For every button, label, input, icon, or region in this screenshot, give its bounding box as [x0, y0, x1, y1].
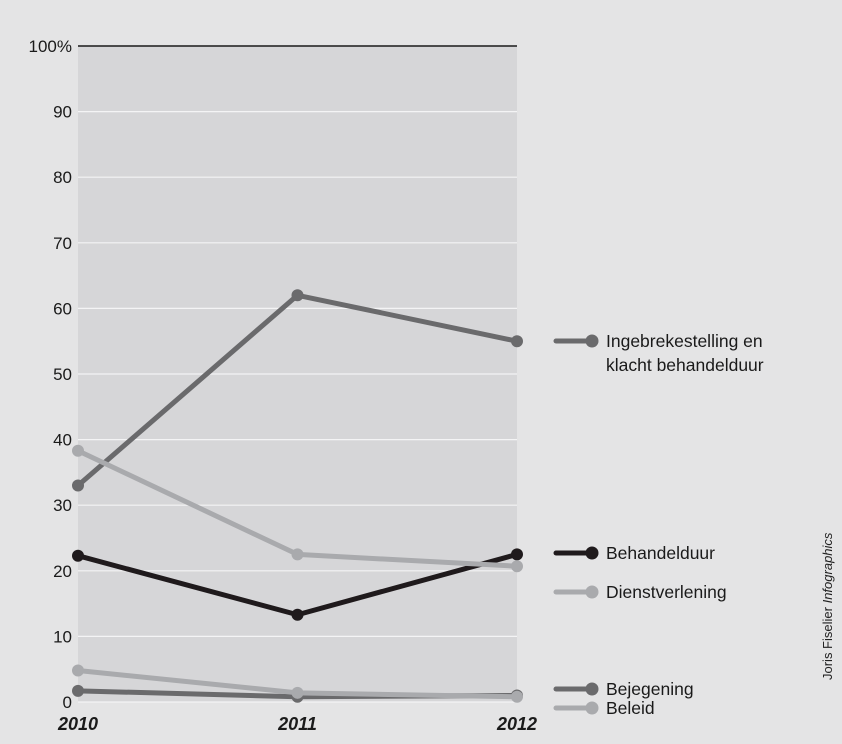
legend-swatch-dot [585, 682, 599, 696]
legend-label: Behandelduur [606, 543, 715, 563]
legend-label: Ingebrekestelling en [606, 331, 763, 351]
credit-author: Joris Fiselier [820, 607, 835, 680]
y-tick-label: 10 [53, 627, 72, 646]
y-tick-label: 60 [53, 299, 72, 318]
data-point [291, 289, 304, 302]
legend-label: Bejegening [606, 679, 694, 699]
legend-swatch-dot [585, 546, 599, 560]
data-point [511, 335, 523, 348]
x-tick-label: 2010 [57, 714, 98, 734]
legend-label: Beleid [606, 698, 655, 718]
credit: Joris Fiselier Infographics [820, 533, 835, 680]
y-tick-label: 80 [53, 168, 72, 187]
x-tick-label: 2012 [496, 714, 537, 734]
data-point [72, 549, 84, 562]
y-tick-label: 50 [53, 365, 72, 384]
y-tick-label: 70 [53, 234, 72, 253]
series-lines [72, 289, 523, 703]
data-point [72, 444, 84, 457]
x-tick-label: 2011 [277, 714, 317, 734]
y-tick-label: 30 [53, 496, 72, 515]
legend: Ingebrekestelling en klacht behandelduur B… [553, 331, 764, 718]
data-point [291, 548, 304, 561]
legend-swatch-dot [585, 585, 599, 599]
data-point [511, 560, 523, 573]
x-axis-ticks: 2010 2011 2012 [57, 714, 537, 734]
data-point [291, 686, 304, 699]
data-point [511, 690, 523, 703]
data-point [72, 664, 84, 677]
legend-swatch-dot [585, 701, 599, 715]
y-axis-ticks: 0 10 20 30 40 50 60 70 80 90 100% [29, 37, 72, 712]
y-tick-label: 0 [63, 693, 72, 712]
y-tick-label: 100% [29, 37, 72, 56]
credit-source: Infographics [820, 532, 835, 604]
data-point [72, 684, 84, 697]
y-tick-label: 20 [53, 562, 72, 581]
legend-label: klacht behandelduur [606, 355, 764, 375]
data-point [291, 608, 304, 621]
data-point [72, 479, 84, 492]
gridlines [78, 45, 517, 703]
legend-swatch-dot [585, 334, 599, 348]
y-tick-label: 90 [53, 103, 72, 122]
data-point [511, 548, 523, 561]
legend-label: Dienstverlening [606, 582, 727, 602]
y-tick-label: 40 [53, 431, 72, 450]
